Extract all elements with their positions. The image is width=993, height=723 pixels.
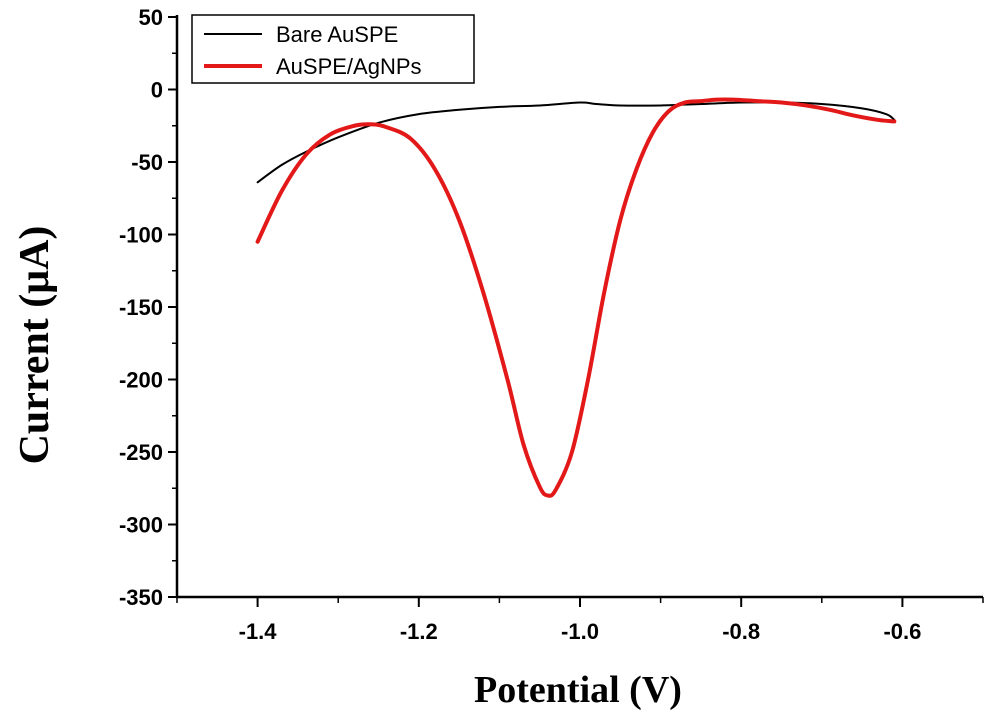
y-tick-label: -250 bbox=[119, 440, 163, 465]
y-axis-title: Current (μA) bbox=[12, 226, 58, 465]
x-tick-label: -1.4 bbox=[239, 619, 278, 644]
x-tick-label: -0.6 bbox=[883, 619, 921, 644]
y-tick-label: -150 bbox=[119, 295, 163, 320]
y-tick-label: -100 bbox=[119, 223, 163, 248]
x-tick-label: -1.0 bbox=[561, 619, 599, 644]
y-tick-label: -350 bbox=[119, 585, 163, 610]
y-tick-label: -50 bbox=[131, 150, 163, 175]
y-tick-label: -200 bbox=[119, 368, 163, 393]
y-tick-label: 0 bbox=[151, 78, 163, 103]
legend: Bare AuSPE AuSPE/AgNPs bbox=[191, 14, 475, 84]
y-tick-label: 50 bbox=[139, 5, 163, 30]
x-axis-title: Potential (V) bbox=[474, 669, 682, 711]
legend-label-auspe-agnps: AuSPE/AgNPs bbox=[276, 54, 422, 79]
x-tick-label: -0.8 bbox=[722, 619, 760, 644]
series-layer bbox=[255, 97, 897, 498]
legend-label-bare-auspe: Bare AuSPE bbox=[276, 22, 398, 47]
y-axis-ticks: 50 0 -50 -100 -150 -200 -250 -300 -350 bbox=[119, 5, 177, 610]
series-line-auspe-agnps bbox=[255, 97, 897, 498]
x-tick-label: -1.2 bbox=[400, 619, 438, 644]
legend-box bbox=[191, 14, 475, 84]
series-line-bare-auspe bbox=[256, 101, 896, 184]
x-axis-ticks: -1.4 -1.2 -1.0 -0.8 -0.6 bbox=[176, 597, 984, 644]
y-tick-label: -300 bbox=[119, 513, 163, 538]
